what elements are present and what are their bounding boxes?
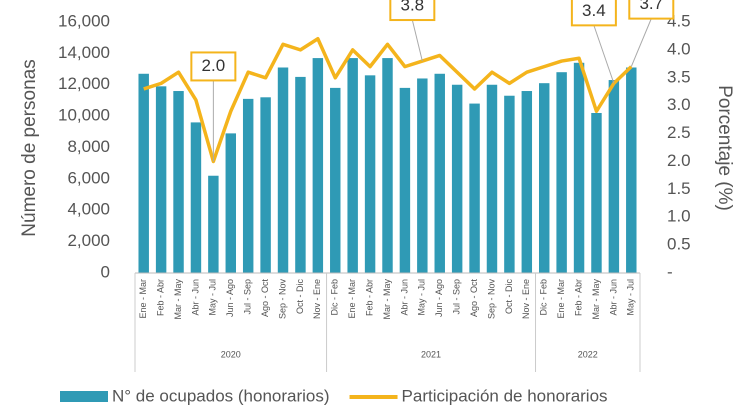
bar (626, 67, 637, 274)
bar (312, 58, 324, 273)
x-tick-label: Ene - Mar (556, 279, 566, 319)
label-box (190, 51, 237, 82)
y2-tick-label: 1.0 (667, 207, 691, 226)
group-label: 2021 (421, 349, 441, 359)
x-tick-label: Jul - Sep (452, 279, 462, 315)
bar (347, 58, 358, 273)
x-tick-label: Nov - Ene (312, 279, 322, 319)
x-tick-label: Ago - Oct (469, 279, 479, 318)
bar (295, 76, 306, 273)
x-tick-label: Dic - Feb (539, 279, 549, 316)
bar (486, 84, 498, 273)
y2-tick-label: 1.5 (667, 179, 691, 198)
y-tick-label: 12,000 (58, 74, 110, 93)
bar (242, 98, 254, 274)
x-tick-label: Oct - Dic (504, 279, 514, 314)
data-label: 3.7 (639, 0, 663, 13)
bar (469, 103, 480, 273)
x-tick-label: Abr - Jun (190, 279, 200, 316)
label-box (570, 0, 617, 27)
bar (539, 83, 550, 274)
data-label: 3.8 (401, 0, 425, 15)
x-tick-label: Mar - May (173, 279, 183, 320)
leader-line (630, 18, 652, 67)
bar (364, 75, 376, 274)
bar (155, 86, 167, 273)
bar (277, 67, 289, 274)
bar (451, 84, 463, 273)
bar (556, 72, 567, 273)
bar (138, 73, 149, 273)
x-tick-label: Ago - Oct (260, 279, 270, 318)
bar (330, 87, 341, 273)
y2-tick-label: 0.5 (667, 235, 691, 254)
y2-tick-label: - (667, 262, 673, 281)
x-tick-label: May - Jul (208, 279, 218, 316)
y2-tick-label: 3.5 (667, 67, 691, 86)
legend-label: Participación de honorarios (402, 386, 608, 405)
x-tick-label: Ene - Mar (347, 279, 357, 319)
x-tick-label: May - Jul (417, 279, 427, 316)
y-tick-label: 6,000 (67, 168, 110, 187)
x-tick-label: Jun - Ago (225, 279, 235, 317)
x-tick-label: May - Jul (626, 279, 636, 316)
y-axis-label: Número de personas (19, 59, 40, 236)
bar (434, 73, 445, 273)
y-tick-label: 14,000 (58, 43, 110, 62)
bar (208, 175, 219, 273)
bar (608, 80, 620, 273)
label-box (628, 0, 675, 20)
x-tick-label: Sep - Nov (486, 279, 496, 320)
y-tick-label: 0 (101, 262, 110, 281)
y-tick-label: 8,000 (67, 137, 110, 156)
x-tick-label: Mar - May (382, 279, 392, 320)
y2-tick-label: 4.0 (667, 39, 691, 58)
bar (504, 95, 515, 273)
group-label: 2020 (221, 349, 241, 359)
label-box (389, 0, 436, 22)
x-tick-label: Feb - Abr (573, 279, 583, 316)
y2-axis-label: Porcentaje (%) (714, 85, 735, 211)
bar (573, 62, 585, 273)
bar (173, 91, 184, 274)
bar (225, 133, 236, 273)
y-tick-label: 4,000 (67, 200, 110, 219)
x-tick-label: Feb - Abr (364, 279, 374, 316)
legend-swatch (60, 391, 108, 402)
bar (382, 58, 393, 273)
bar (190, 122, 202, 274)
bar (521, 91, 533, 274)
data-label: 2.0 (202, 56, 226, 75)
y-tick-label: 16,000 (58, 11, 110, 30)
bar (417, 78, 428, 273)
x-tick-label: Nov - Ene (521, 279, 531, 319)
x-tick-label: Ene - Mar (138, 279, 148, 319)
x-tick-label: Mar - May (591, 279, 601, 320)
y2-tick-label: 3.0 (667, 95, 691, 114)
x-tick-label: Sep - Nov (277, 279, 287, 320)
x-tick-label: Abr - Jun (608, 279, 618, 316)
legend-label: N° de ocupados (honorarios) (112, 386, 330, 405)
line (143, 36, 633, 164)
y-tick-label: 2,000 (67, 231, 110, 250)
leader-line (411, 19, 423, 62)
x-tick-label: Jul - Sep (243, 279, 253, 315)
x-tick-label: Jun - Ago (434, 279, 444, 317)
bar (591, 112, 602, 273)
y2-tick-label: 2.0 (667, 151, 691, 170)
x-tick-label: Abr - Jun (399, 279, 409, 316)
y-tick-label: 10,000 (58, 106, 110, 125)
x-tick-label: Oct - Dic (295, 279, 305, 314)
x-tick-label: Feb - Abr (155, 279, 165, 316)
leader-line (593, 25, 615, 84)
group-label: 2022 (578, 349, 598, 359)
y2-tick-label: 2.5 (667, 123, 691, 142)
data-label: 3.4 (582, 1, 606, 20)
bar (260, 97, 271, 273)
bar (399, 87, 411, 273)
x-tick-label: Dic - Feb (330, 279, 340, 316)
